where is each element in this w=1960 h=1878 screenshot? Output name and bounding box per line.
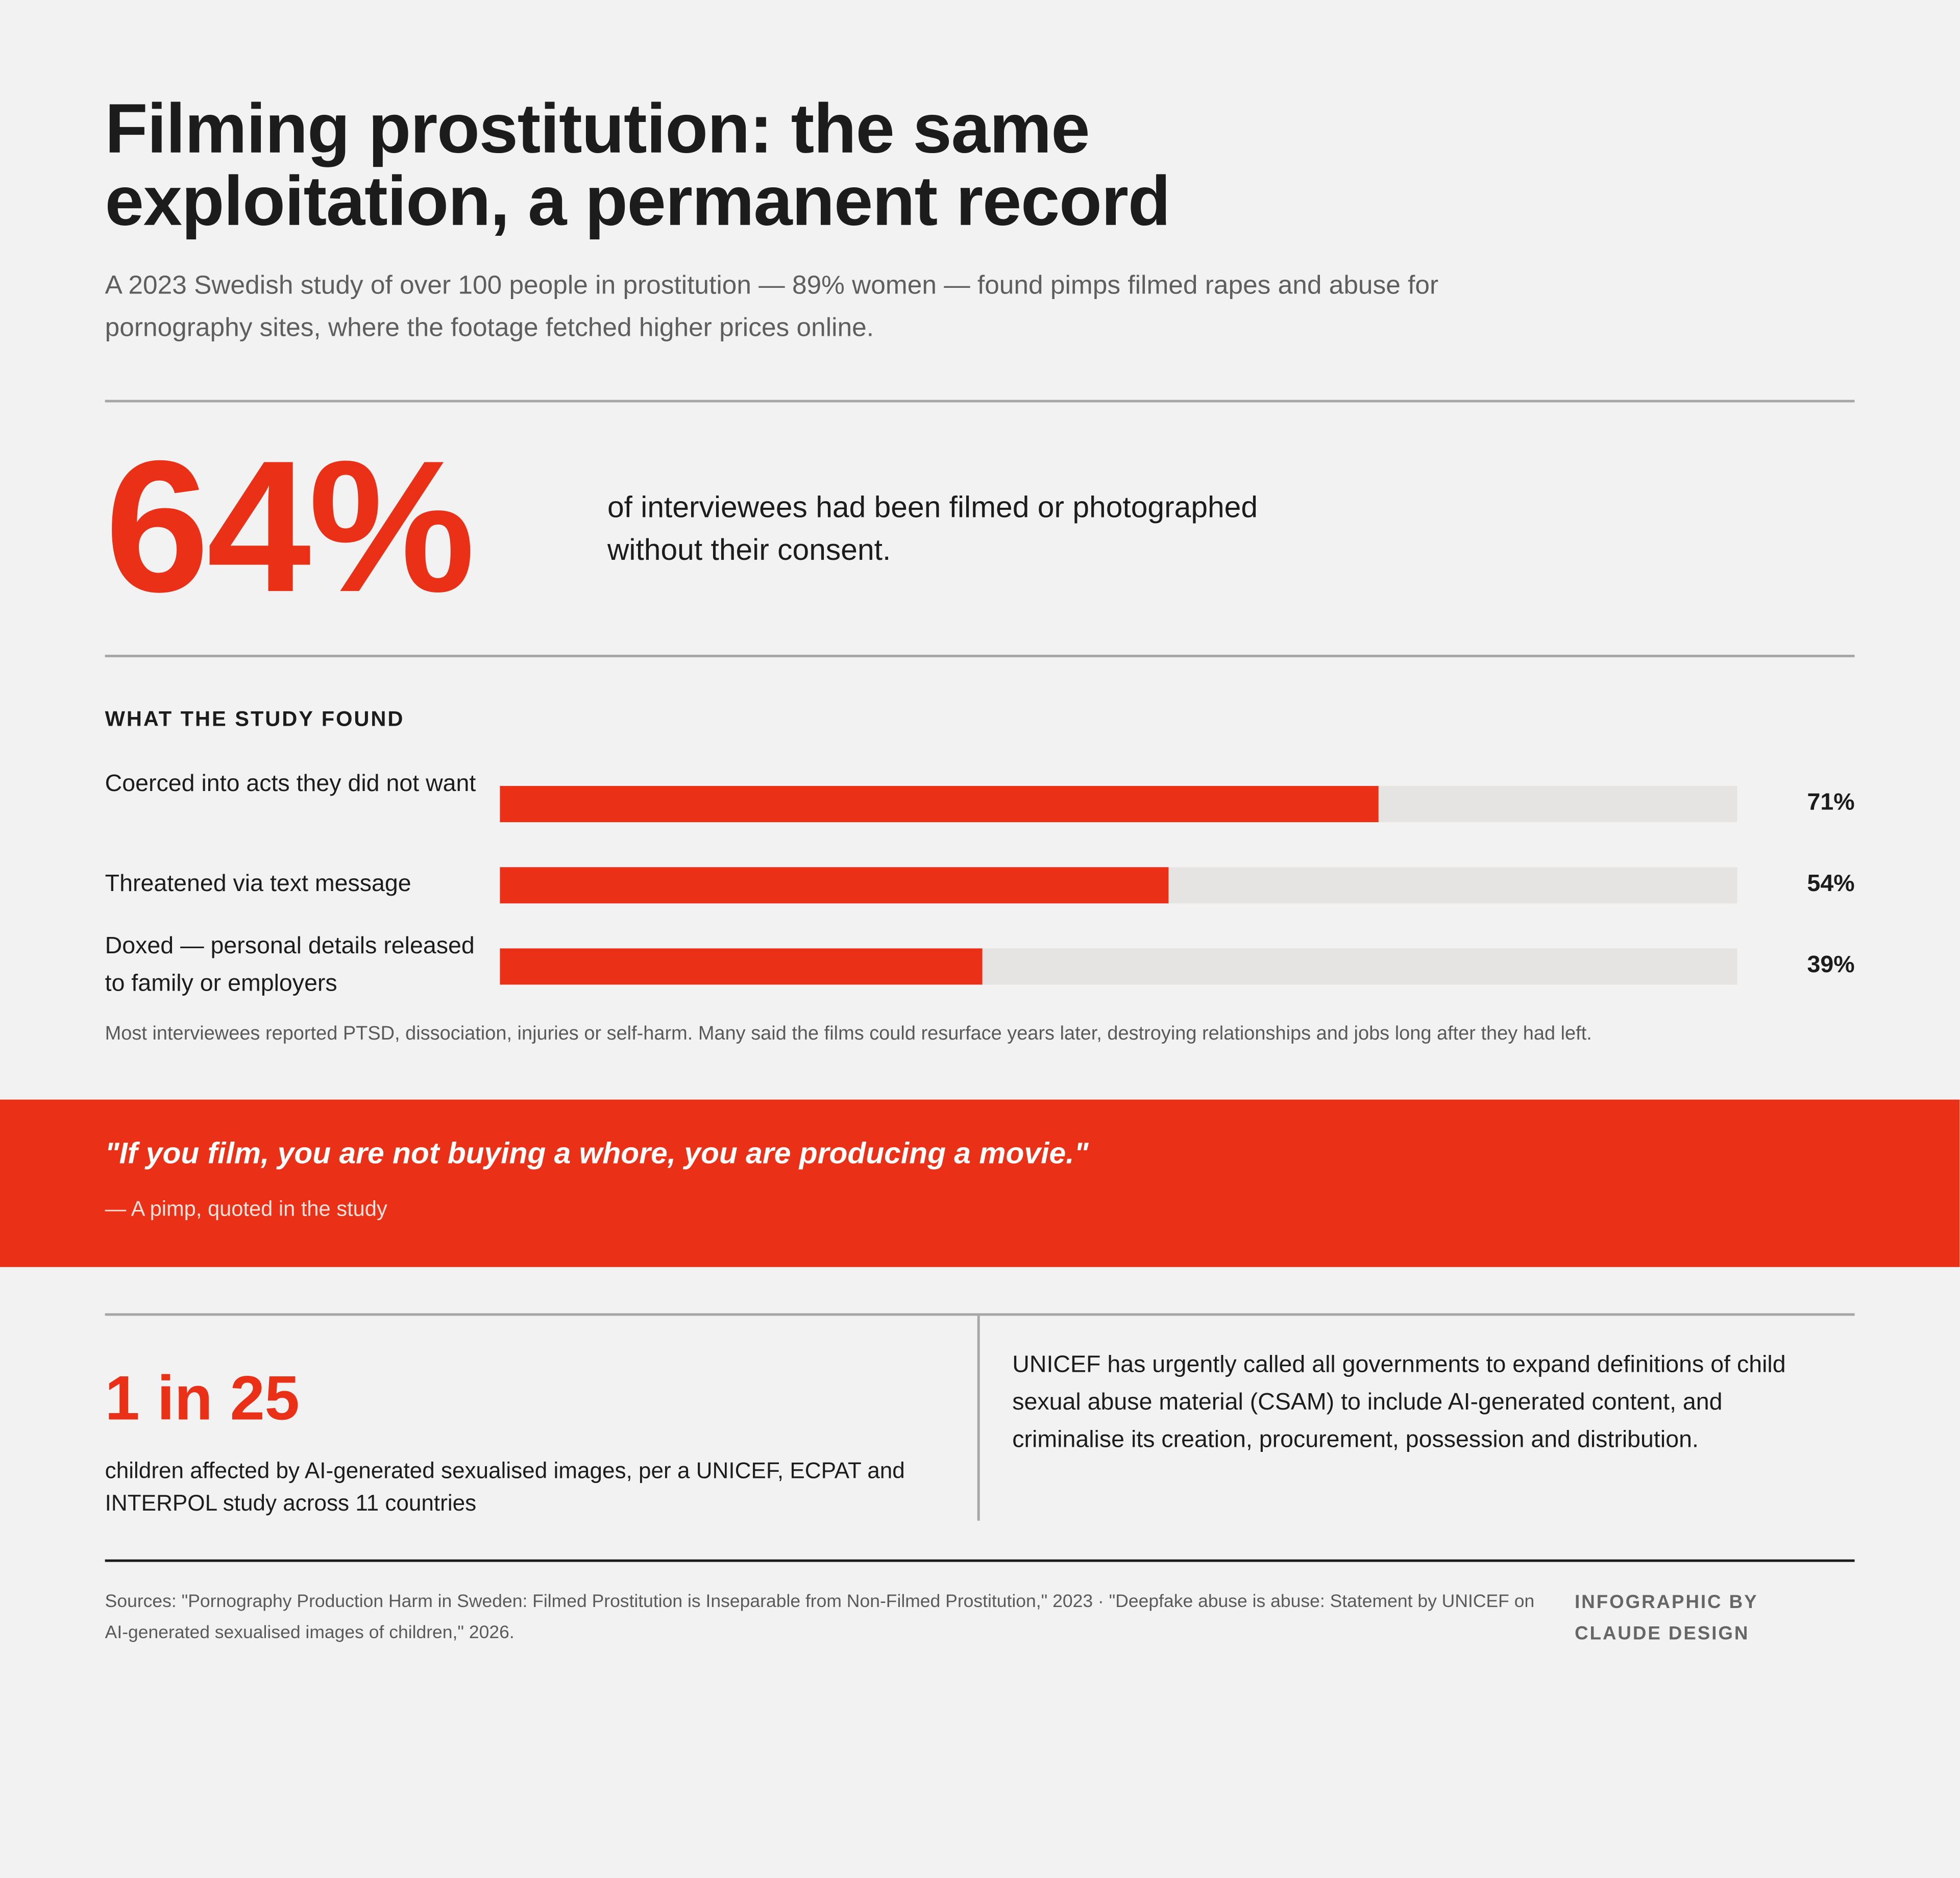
value-label: 71%	[1807, 789, 1855, 816]
quote-band	[0, 1099, 1960, 1267]
subtitle: A 2023 Swedish study of over 100 people …	[105, 271, 1439, 342]
divider	[105, 1559, 1855, 1562]
category-label: Threatened via text message	[105, 871, 411, 898]
quote: "If you film, you are not buying a whore…	[105, 1137, 1089, 1171]
bar	[500, 948, 983, 984]
stat-figure: 1 in 25	[105, 1363, 300, 1434]
column-divider	[977, 1316, 980, 1521]
hero-figure: 64%	[105, 421, 475, 631]
value-label: 54%	[1807, 871, 1855, 898]
chart-title: WHAT THE STUDY FOUND	[105, 707, 405, 731]
value-label: 39%	[1807, 952, 1855, 979]
bar	[500, 785, 1379, 822]
stat-text: children affected by AI-generated sexual…	[105, 1458, 905, 1516]
bar	[500, 867, 1168, 903]
title: Filming prostitution: the same exploitat…	[105, 88, 1171, 240]
category-label: Coerced into acts they did not want	[105, 771, 476, 798]
credit: INFOGRAPHIC BY CLAUDE DESIGN	[1575, 1592, 1758, 1645]
divider	[105, 655, 1855, 657]
divider	[105, 1313, 1855, 1316]
sources: Sources: "Pornography Production Harm in…	[105, 1592, 1535, 1643]
quote-attribution: — A pimp, quoted in the study	[105, 1197, 387, 1221]
category-label: Doxed — personal details released to fam…	[105, 933, 475, 997]
hero-text: of interviewees had been filmed or photo…	[607, 491, 1258, 567]
note: Most interviewees reported PTSD, dissoci…	[105, 1023, 1592, 1045]
divider	[105, 400, 1855, 403]
unicef-statement: UNICEF has urgently called all governmen…	[1012, 1352, 1786, 1453]
